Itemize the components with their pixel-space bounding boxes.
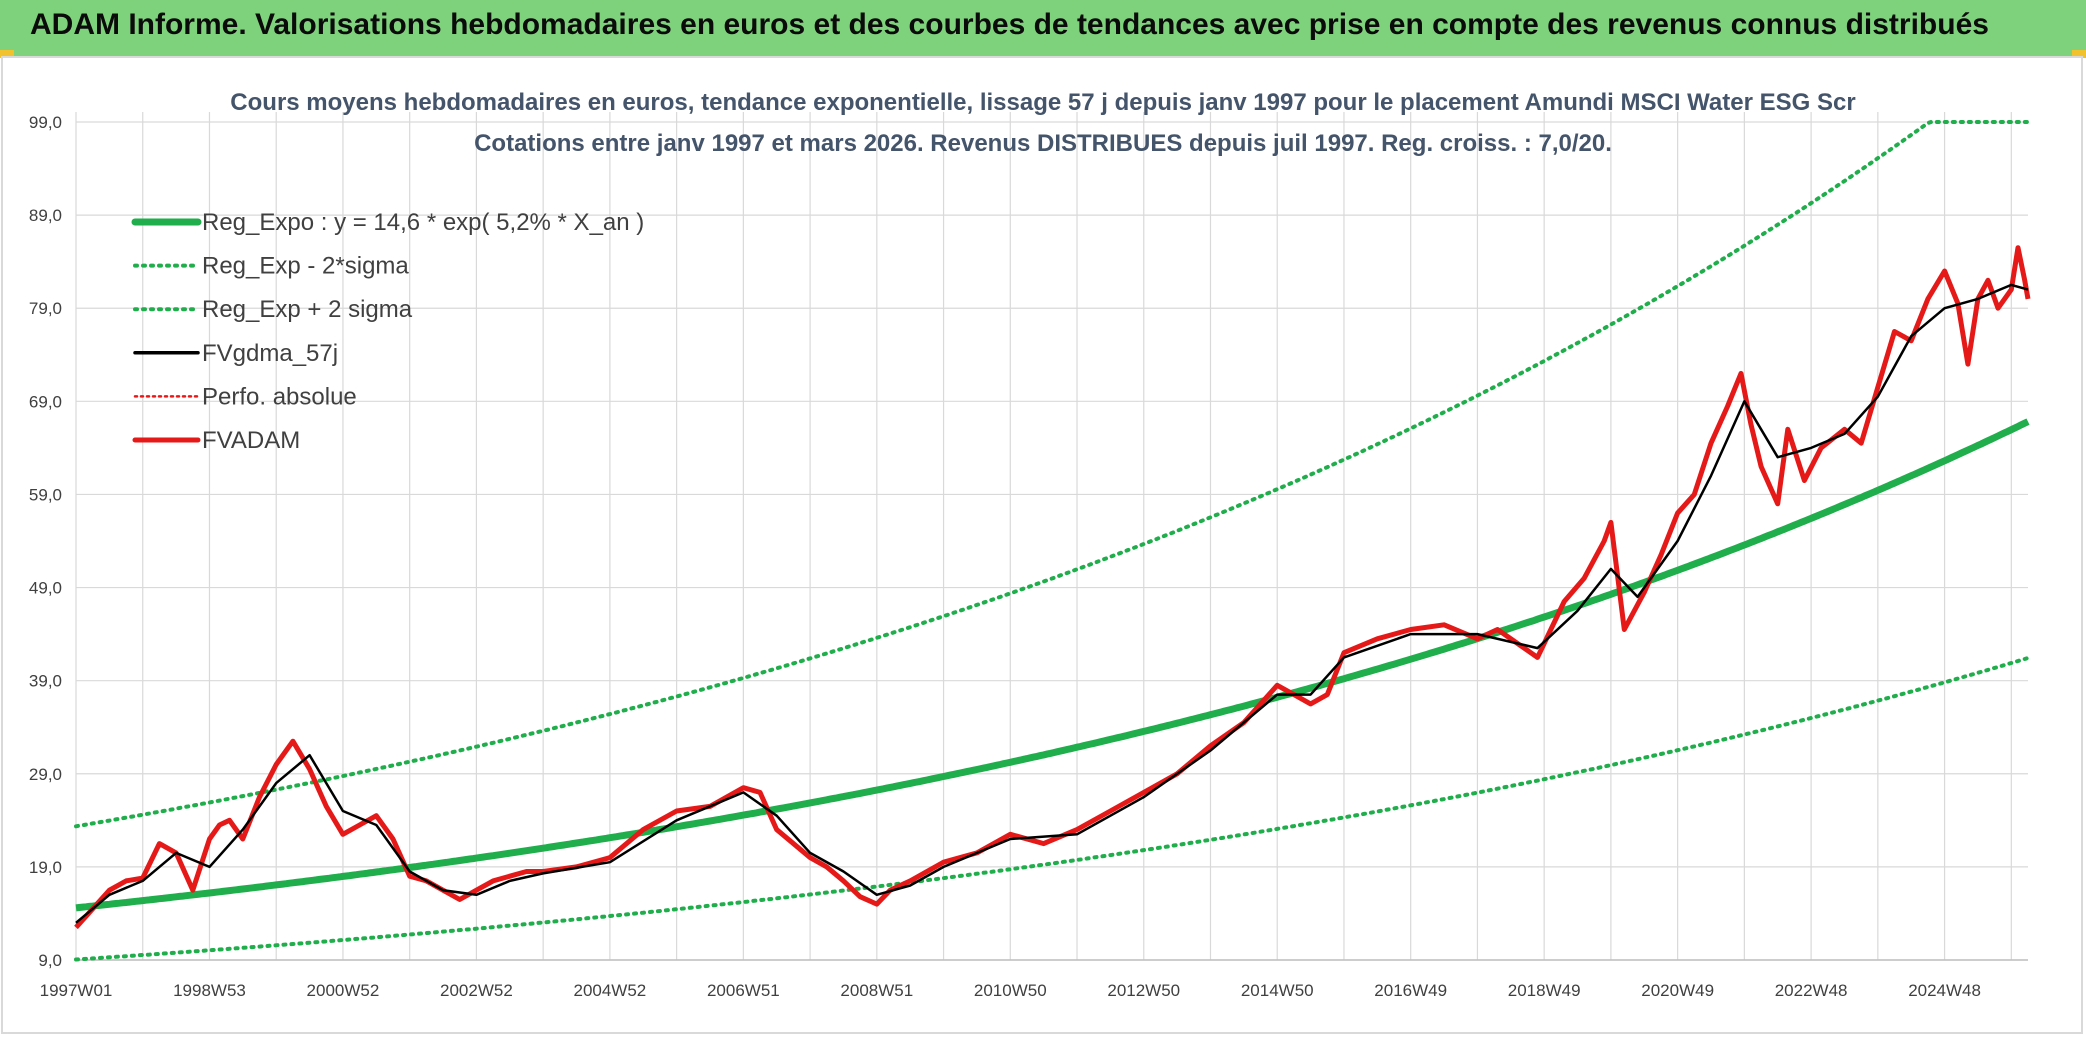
x-tick-label: 2002W52 (440, 981, 513, 1000)
header-bar: ADAM Informe. Valorisations hebdomadaire… (0, 0, 2086, 58)
legend-label-reg_expo: Reg_Expo : y = 14,6 * exp( 5,2% * X_an ) (202, 209, 644, 236)
series-fvadam (74, 245, 2031, 930)
legend-label-fvgdma: FVgdma_57j (202, 340, 338, 367)
x-tick-label: 2022W48 (1775, 981, 1848, 1000)
y-tick-label: 69,0 (29, 392, 62, 411)
legend-label-reg_low: Reg_Exp - 2*sigma (202, 253, 409, 280)
y-tick-label: 9,0 (38, 951, 62, 970)
x-tick-label: 2016W49 (1374, 981, 1447, 1000)
chart-frame (1, 56, 2083, 1034)
legend-label-reg_high: Reg_Exp + 2 sigma (202, 296, 413, 323)
header-corner-right (2072, 50, 2086, 58)
x-tick-label: 2020W49 (1641, 981, 1714, 1000)
y-tick-label: 59,0 (29, 485, 62, 504)
y-tick-label: 89,0 (29, 206, 62, 225)
x-axis: 1997W01 1998W53 2000W52 2002W52 2004W52 2006W… (40, 981, 1981, 1000)
y-tick-label: 79,0 (29, 299, 62, 318)
chart-subtitle: Cotations entre janv 1997 et mars 2026. … (474, 130, 1612, 157)
x-tick-label: 2010W50 (974, 981, 1047, 1000)
y-tick-label: 49,0 (29, 579, 62, 598)
x-tick-label: 2012W50 (1107, 981, 1180, 1000)
legend: Reg_Expo : y = 14,6 * exp( 5,2% * X_an )… (131, 209, 644, 454)
series-reg-expo (75, 418, 2030, 912)
header-corner-left (0, 50, 14, 58)
chart-title: Cours moyens hebdomadaires en euros, ten… (230, 89, 1855, 116)
series-reg-exp-minus-2sigma (74, 656, 2030, 962)
y-axis: 9,0 19,0 29,0 39,0 49,0 59,0 69,0 79,0 89,0 99,0 (29, 113, 62, 970)
page-title: ADAM Informe. Valorisations hebdomadaire… (30, 8, 1989, 41)
y-tick-label: 19,0 (29, 858, 62, 877)
y-tick-label: 99,0 (29, 113, 62, 132)
x-tick-label: 1997W01 (40, 981, 113, 1000)
x-tick-label: 2024W48 (1908, 981, 1981, 1000)
series-fvgdma-57j (75, 283, 2029, 924)
series-reg-exp-plus-2sigma (74, 120, 2030, 829)
x-tick-label: 1998W53 (173, 981, 246, 1000)
plot-area (74, 120, 2031, 962)
grid (75, 112, 2028, 961)
x-tick-label: 2008W51 (840, 981, 913, 1000)
x-tick-label: 2018W49 (1508, 981, 1581, 1000)
y-tick-label: 39,0 (29, 672, 62, 691)
x-tick-label: 2000W52 (307, 981, 380, 1000)
x-tick-label: 2006W51 (707, 981, 780, 1000)
y-tick-label: 29,0 (29, 765, 62, 784)
x-tick-label: 2014W50 (1241, 981, 1314, 1000)
x-tick-label: 2004W52 (573, 981, 646, 1000)
legend-label-perfo: Perfo. absolue (202, 383, 357, 410)
legend-label-fvadam: FVADAM (202, 427, 300, 454)
